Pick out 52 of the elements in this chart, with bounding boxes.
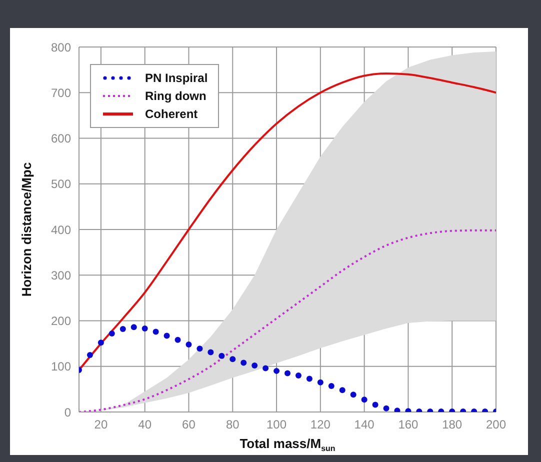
y-axis-title: Horizon distance/Mpc [19, 162, 34, 297]
y-tick-label: 100 [50, 360, 72, 374]
point [196, 346, 203, 352]
x-tick-label: 140 [354, 418, 375, 432]
point [186, 341, 192, 348]
point [108, 330, 115, 337]
point [120, 326, 126, 332]
y-tick-label: 500 [50, 177, 72, 192]
x-tick-label: 200 [486, 418, 506, 432]
y-tick-label: 0 [64, 405, 72, 420]
point [383, 405, 390, 412]
point [86, 352, 93, 358]
legend-label: Ring down [145, 89, 206, 103]
point [295, 372, 302, 378]
point [274, 368, 280, 374]
point [306, 376, 312, 382]
x-tick-label: 60 [182, 418, 196, 432]
point [130, 324, 137, 330]
point [262, 365, 269, 372]
point [174, 336, 181, 343]
x-tick-label: 120 [310, 418, 331, 432]
y-tick-label: 600 [50, 132, 72, 146]
point [328, 382, 334, 389]
point [152, 328, 159, 335]
x-tick-label: 80 [226, 418, 240, 432]
point [218, 352, 225, 359]
point [372, 402, 378, 408]
point [361, 396, 368, 403]
point [284, 370, 290, 376]
point [164, 332, 170, 339]
point [339, 387, 346, 394]
x-tick-label: 100 [266, 418, 287, 432]
legend-label: Coherent [145, 107, 198, 121]
point [230, 356, 236, 362]
y-tick-label: 700 [50, 86, 72, 100]
x-tick-label: 180 [442, 418, 462, 432]
point [350, 392, 356, 398]
point [208, 349, 214, 356]
x-tick-label: 40 [138, 418, 152, 432]
point [240, 360, 247, 366]
point [317, 379, 324, 386]
x-axis-title: Total mass/M$_{sun}$ [240, 436, 336, 454]
y-tick-label: 300 [50, 268, 72, 282]
x-tick-label: 20 [94, 418, 108, 432]
point [252, 362, 258, 368]
x-tick-label: 160 [398, 418, 419, 432]
legend-label: PN Inspiral [145, 71, 208, 85]
y-tick-label: 400 [50, 222, 72, 237]
y-tick-label: 200 [50, 314, 72, 328]
y-tick-label: 800 [50, 40, 72, 54]
point [98, 340, 104, 346]
point [142, 326, 148, 332]
